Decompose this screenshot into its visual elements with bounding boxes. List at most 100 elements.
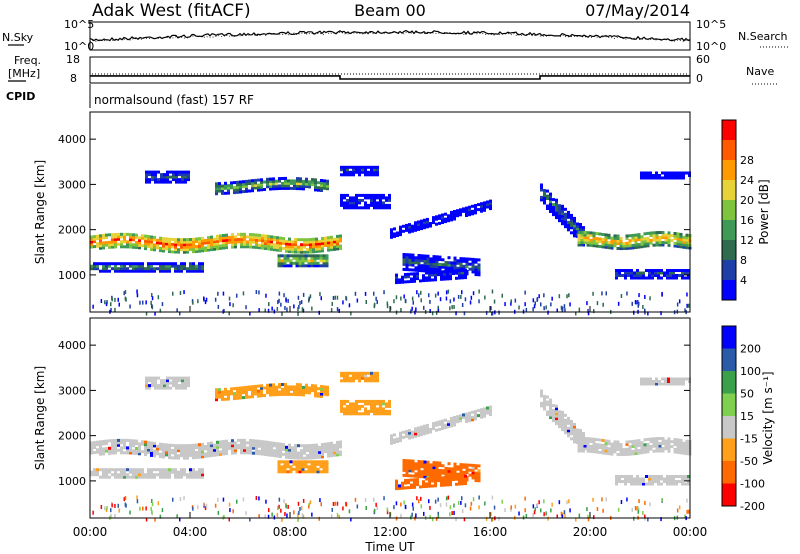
velocity-cell [636,480,639,483]
power-cell [320,184,323,187]
velocity-cell [543,405,546,408]
velocity-cell [655,442,659,446]
nsky-line [89,29,691,42]
velocity-cell [681,480,684,483]
power-cell [108,245,111,249]
velocity-cell [195,443,198,447]
power-cell [638,293,640,298]
velocity-cell [123,441,126,445]
power-cell [423,218,426,222]
power-cell [251,186,254,190]
velocity-cell [558,500,561,505]
power-cell [449,306,451,311]
power-cell [218,189,221,193]
velocity-cell [619,450,623,454]
power-cell [96,267,99,271]
power-cell [616,247,620,250]
power-cell [151,296,154,301]
velocity-cell [301,467,305,471]
velocity-cell [676,450,680,454]
velocity-cell [633,516,635,521]
velocity-cell [491,517,494,522]
power-cell [198,249,201,253]
velocity-cell [180,451,183,455]
power-cell [393,227,396,231]
power-cell [628,234,632,238]
velocity-cell [278,393,281,396]
power-cell [417,223,420,226]
power-cell [201,267,204,271]
power-cell [296,187,299,191]
power-cell [438,263,442,266]
power-cell [432,216,435,220]
power-cell [652,236,656,240]
velocity-cell [243,448,246,452]
velocity-cell [294,446,297,450]
velocity-cell [141,470,144,474]
velocity-cell [249,517,251,522]
velocity-cell [658,380,661,383]
velocity-cell [648,475,651,478]
power-cell [192,237,195,241]
velocity-cell [249,449,252,452]
power-cell [684,271,687,275]
power-cell [450,266,454,270]
power-cell [327,238,330,242]
power-cell [242,180,245,184]
power-ytick-label: 4000 [58,133,86,146]
power-cell [304,264,308,268]
velocity-cell [556,514,558,519]
velocity-cell [640,443,644,447]
power-cell [658,174,661,177]
power-cell [166,180,169,184]
velocity-cell [389,512,392,517]
velocity-cell [236,394,239,398]
power-cell [646,236,650,240]
power-cell [96,244,99,248]
power-cell [114,267,117,271]
power-cell [382,196,385,200]
velocity-cell [139,506,141,511]
velocity-cell [575,517,577,522]
velocity-cell [126,468,129,472]
velocity-cell [615,482,618,486]
power-cell [162,244,165,248]
power-cell [159,239,162,243]
velocity-cell [678,480,681,483]
power-cell [469,300,472,305]
velocity-cell [267,450,270,454]
power-cell [333,242,336,246]
power-cell [325,261,329,265]
power-cell [408,268,412,272]
velocity-cell [573,440,576,444]
velocity-cell [102,473,105,477]
power-cell [312,245,315,249]
power-cell [192,250,195,254]
velocity-cell [558,417,561,421]
power-cell [658,238,662,242]
power-colorbar-swatch [722,140,736,161]
velocity-cell [150,446,153,450]
power-cell [429,224,432,228]
power-cell [437,291,439,296]
velocity-cell [311,512,313,517]
power-cell [485,310,488,315]
power-cell [654,271,657,275]
velocity-cell [373,407,376,411]
power-cell [159,236,162,240]
velocity-cell [314,389,317,393]
velocity-cell [240,441,243,445]
power-cell [177,243,180,247]
velocity-cell [138,473,141,477]
velocity-cell [358,399,361,403]
power-cell [120,232,123,236]
power-cell [308,182,311,186]
velocity-cell [157,376,160,380]
velocity-cell [679,451,683,455]
velocity-cell [643,438,647,442]
power-cell [453,297,455,302]
velocity-cell [187,384,190,388]
velocity-cell [480,410,483,414]
power-cell [249,243,252,246]
power-cell [474,204,477,207]
